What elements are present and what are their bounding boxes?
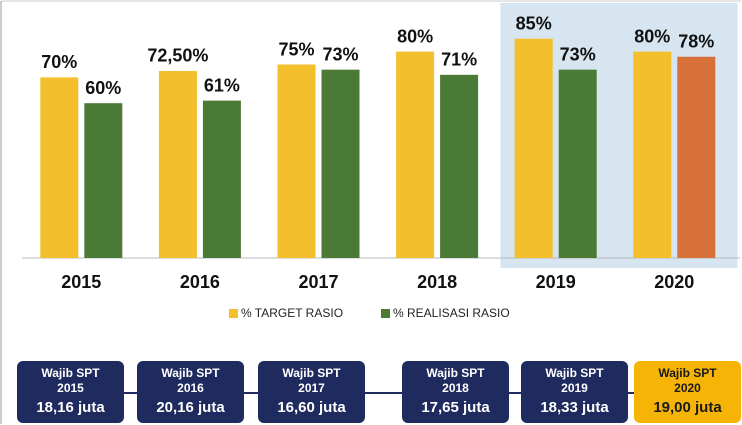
bar (677, 56, 716, 259)
value-label: 80% (634, 26, 670, 46)
spt-amount: 18,16 juta (36, 399, 105, 416)
spt-amount: 18,33 juta (540, 399, 609, 416)
spt-box (402, 361, 509, 423)
value-label: 78% (678, 32, 714, 52)
x-tick-label: 2015 (61, 272, 101, 292)
x-tick-label: 2018 (417, 272, 457, 292)
x-tick-label: 2019 (536, 272, 576, 292)
bar (633, 51, 672, 258)
bar (277, 64, 316, 258)
x-tick-label: 2020 (654, 272, 694, 292)
bar (202, 100, 241, 259)
spt-title: Wajib SPT (282, 366, 341, 380)
bar (558, 69, 597, 258)
value-label: 60% (85, 78, 121, 98)
bar (396, 51, 435, 258)
spt-box (137, 361, 244, 423)
spt-amount: 20,16 juta (156, 399, 225, 416)
x-tick-label: 2017 (298, 272, 338, 292)
spt-box (258, 361, 365, 423)
x-tick-label: 2016 (180, 272, 220, 292)
spt-year: 2015 (57, 381, 84, 395)
legend-swatch (381, 309, 390, 318)
spt-title: Wajib SPT (658, 366, 717, 380)
legend-label: % REALISASI RASIO (393, 306, 510, 320)
legend-swatch (229, 309, 238, 318)
spt-box (634, 361, 741, 423)
spt-amount: 19,00 juta (653, 399, 722, 416)
spt-title: Wajib SPT (426, 366, 485, 380)
value-label: 80% (397, 26, 433, 46)
bar (84, 103, 123, 258)
spt-title: Wajib SPT (41, 366, 100, 380)
spt-box (521, 361, 628, 423)
spt-amount: 16,60 juta (277, 399, 346, 416)
bar (440, 74, 479, 258)
value-label: 85% (516, 13, 552, 33)
bar (321, 69, 360, 258)
legend-label: % TARGET RASIO (241, 306, 343, 320)
spt-year: 2016 (177, 381, 204, 395)
value-label: 72,50% (147, 46, 208, 66)
bar (40, 77, 79, 259)
spt-title: Wajib SPT (545, 366, 604, 380)
value-label: 73% (322, 44, 358, 64)
value-label: 70% (41, 52, 77, 72)
bar (514, 38, 553, 259)
spt-year: 2018 (442, 381, 469, 395)
spt-amount: 17,65 juta (421, 399, 490, 416)
value-label: 75% (278, 39, 314, 59)
spt-title: Wajib SPT (161, 366, 220, 380)
spt-year: 2017 (298, 381, 325, 395)
value-label: 61% (204, 75, 240, 95)
bar (158, 70, 197, 258)
spt-box (17, 361, 124, 423)
value-label: 71% (441, 50, 477, 70)
spt-year: 2019 (561, 381, 588, 395)
spt-year: 2020 (674, 381, 701, 395)
value-label: 73% (560, 44, 596, 64)
